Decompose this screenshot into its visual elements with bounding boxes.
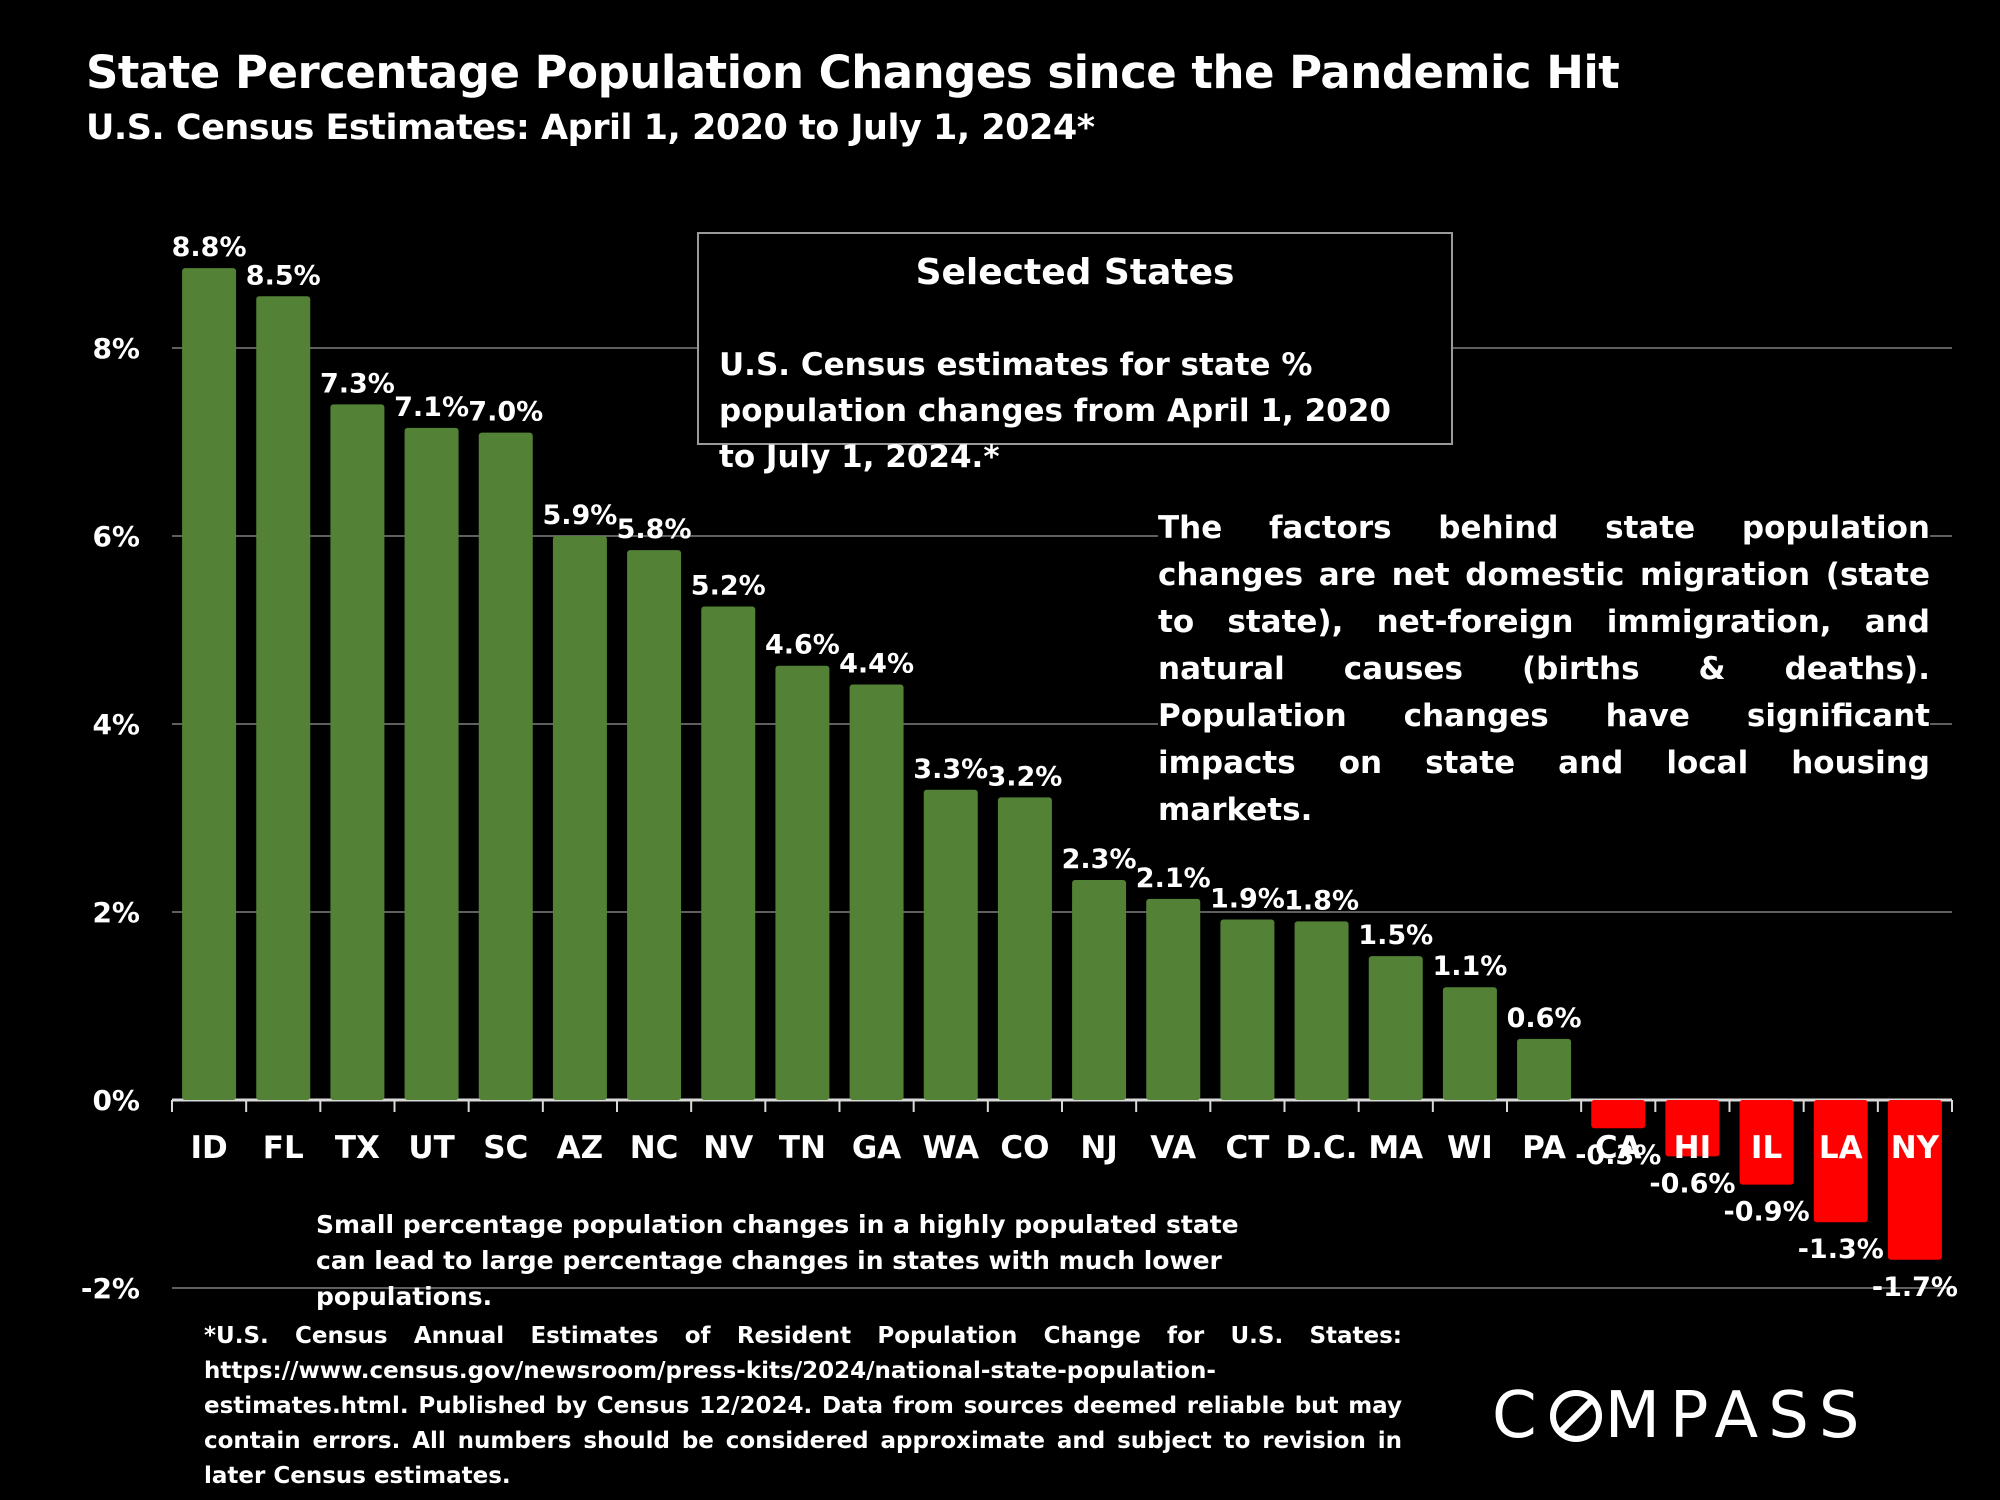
bar-nv — [701, 606, 756, 1100]
bar-dc — [1294, 921, 1349, 1100]
data-label: 2.1% — [1136, 863, 1211, 894]
data-label: -1.7% — [1872, 1272, 1958, 1303]
data-label: 3.2% — [987, 761, 1062, 792]
x-tick-label: WA — [922, 1130, 979, 1166]
bar-il — [1739, 1100, 1794, 1185]
logo-o-icon — [1549, 1390, 1602, 1443]
x-tick-label: PA — [1522, 1130, 1566, 1166]
x-tick-label: FL — [263, 1130, 304, 1166]
bar-va — [1146, 898, 1201, 1100]
bar-nj — [1072, 880, 1127, 1100]
data-label: -0.3% — [1575, 1140, 1661, 1171]
bar-ma — [1368, 956, 1423, 1100]
chart-title: State Percentage Population Changes sinc… — [86, 46, 1620, 99]
bar-wa — [923, 789, 978, 1100]
y-tick-label: 2% — [92, 896, 140, 929]
x-tick-label: NV — [703, 1130, 753, 1166]
x-tick-label: CO — [1000, 1130, 1049, 1166]
data-label: 8.5% — [246, 260, 321, 291]
x-tick-label: NJ — [1080, 1130, 1117, 1166]
x-tick-label: WI — [1447, 1130, 1493, 1166]
x-tick-label: UT — [408, 1130, 454, 1166]
logo-text-start: C — [1492, 1379, 1547, 1454]
x-tick-label: AZ — [557, 1130, 603, 1166]
bar-pa — [1517, 1038, 1572, 1100]
compass-logo: C MPASS — [1492, 1376, 1869, 1453]
data-label: 1.9% — [1210, 884, 1285, 915]
data-label: 5.8% — [617, 514, 692, 545]
data-label: 1.5% — [1358, 920, 1433, 951]
bars — [182, 268, 1942, 1260]
x-tick-label: ID — [190, 1130, 227, 1166]
y-axis-ticks: -2% 0% 2% 4% 6% 8% — [81, 332, 140, 1305]
data-label: 4.4% — [839, 649, 914, 680]
bar-tx — [330, 404, 385, 1100]
bar-ny — [1887, 1100, 1942, 1260]
data-label: 1.1% — [1432, 951, 1507, 982]
factors-annotation: The factors behind state population chan… — [1158, 505, 1930, 834]
data-label: 0.6% — [1507, 1003, 1582, 1034]
data-label: 7.0% — [468, 397, 543, 428]
x-tick-label: TX — [335, 1130, 380, 1166]
bar-ut — [404, 427, 459, 1100]
box-body: U.S. Census estimates for state % popula… — [719, 347, 1391, 475]
data-labels: 8.8%8.5% 7.3%7.1% 7.0% 5.9% 5.8% 5.2% 4.6%4.4%… — [172, 232, 1958, 1303]
x-tick-label: VA — [1150, 1130, 1196, 1166]
x-tick-label: NC — [630, 1130, 679, 1166]
chart-subtitle: U.S. Census Estimates: April 1, 2020 to … — [86, 108, 1095, 148]
data-label: 5.9% — [542, 500, 617, 531]
x-tick-label: SC — [483, 1130, 528, 1166]
data-label: 7.1% — [394, 392, 469, 423]
data-label: 4.6% — [765, 630, 840, 661]
bar-tn — [775, 665, 830, 1100]
logo-text-end: MPASS — [1604, 1379, 1870, 1454]
selected-states-box: Selected States U.S. Census estimates fo… — [697, 232, 1453, 475]
y-tick-label: 6% — [92, 520, 140, 553]
bar-az — [552, 536, 607, 1100]
x-tick-label: GA — [852, 1130, 901, 1166]
box-title: Selected States — [915, 252, 1235, 293]
data-label: 7.3% — [320, 368, 395, 399]
data-label: 5.2% — [691, 571, 766, 602]
data-label: -0.9% — [1724, 1197, 1810, 1228]
bar-hi — [1665, 1100, 1720, 1157]
bar-fl — [256, 296, 311, 1100]
x-tick-label: HI — [1674, 1130, 1711, 1166]
x-tick-label: IL — [1751, 1130, 1782, 1166]
x-tick-label: LA — [1819, 1130, 1863, 1166]
x-axis-labels: ID FL TX UT SC AZ NC NV TN GA WA CO NJ VA CT D.C. MA WI PA… — [190, 1130, 1939, 1166]
data-label: 8.8% — [172, 232, 247, 263]
y-tick-label: 4% — [92, 708, 140, 741]
y-tick-label: 8% — [92, 332, 140, 365]
data-label: -1.3% — [1798, 1234, 1884, 1265]
x-tick-label: D.C. — [1286, 1130, 1358, 1166]
x-tick-label: NY — [1891, 1130, 1940, 1166]
bar-ga — [849, 684, 904, 1100]
bar-id — [182, 268, 237, 1101]
bar-la — [1813, 1100, 1868, 1223]
small-changes-note: Small percentage population changes in a… — [316, 1210, 1239, 1311]
x-tick-label: TN — [779, 1130, 826, 1166]
bar-ct — [1220, 919, 1275, 1100]
y-tick-label: -2% — [81, 1272, 140, 1305]
bar-sc — [478, 432, 533, 1101]
source-footnote: *U.S. Census Annual Estimates of Residen… — [204, 1323, 1402, 1489]
x-tick-label: MA — [1368, 1130, 1423, 1166]
bar-co — [997, 797, 1052, 1100]
data-label: 1.8% — [1284, 885, 1359, 916]
bar-nc — [627, 550, 682, 1100]
bar-ca — [1591, 1100, 1646, 1129]
data-label: 3.3% — [913, 754, 988, 785]
x-tick-label: CT — [1225, 1130, 1269, 1166]
y-tick-label: 0% — [92, 1084, 140, 1117]
x-tick-label: CA — [1595, 1130, 1642, 1166]
bar-wi — [1442, 987, 1497, 1100]
data-label: 2.3% — [1062, 844, 1137, 875]
data-label: -0.6% — [1649, 1168, 1735, 1199]
